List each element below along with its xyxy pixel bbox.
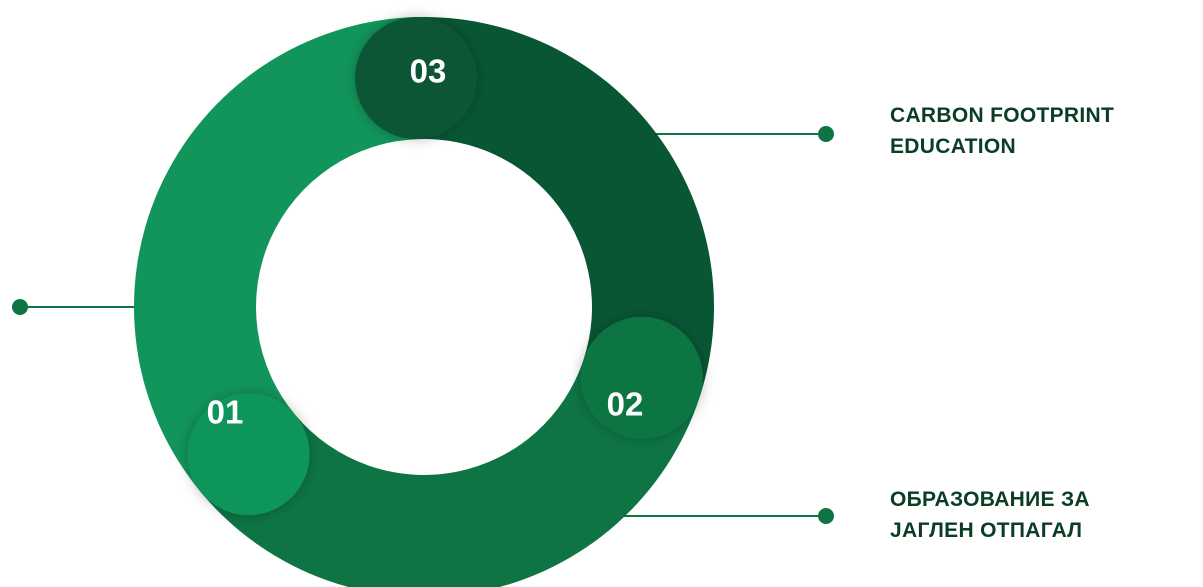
label-bottom-line1: ОБРАЗОВАНИЕ ЗА: [890, 484, 1090, 515]
connector-dot-left: [12, 299, 28, 315]
segment-number-02: 02: [607, 386, 644, 423]
segment-number-03: 03: [410, 53, 447, 90]
segment-number-01: 01: [207, 394, 244, 431]
label-bottom-line2: ЈАГЛЕН ОТПАГАЛ: [890, 515, 1090, 546]
label-carbon-footprint-education: CARBON FOOTPRINT EDUCATION: [890, 100, 1114, 162]
connector-dot-top: [818, 126, 834, 142]
label-top-line2: EDUCATION: [890, 131, 1114, 162]
connector-dot-bottom: [818, 508, 834, 524]
label-top-line1: CARBON FOOTPRINT: [890, 100, 1114, 131]
label-carbon-footprint-education-macedonian: ОБРАЗОВАНИЕ ЗА ЈАГЛЕН ОТПАГАЛ: [890, 484, 1090, 546]
